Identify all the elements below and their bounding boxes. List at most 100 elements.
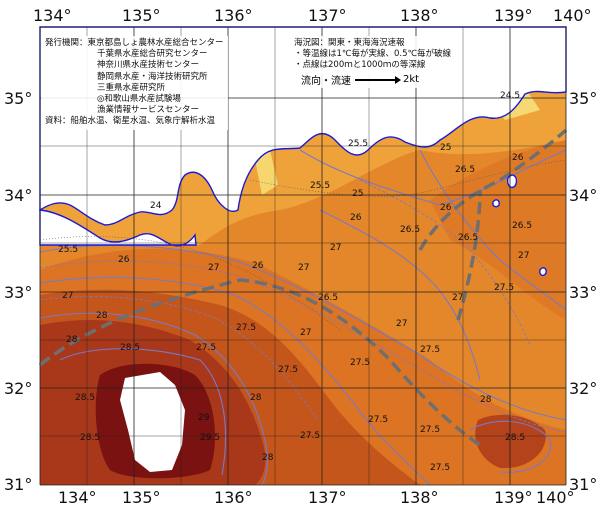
issuer-name: 静岡県水産・海洋技術研究所 [97, 71, 208, 82]
isotherm-label: 27 [396, 319, 407, 329]
source-row: 資料：船舶水温、衛星水温、気象庁解析水温 [45, 116, 224, 127]
issuer-name: 漁業情報サービスセンター [97, 105, 200, 116]
longitude-labels-bottom: 134° 135° 136° 137° 138° 139° 140° [58, 488, 575, 507]
legend-note: ・点線は200ｍと1000ｍの等深線 [294, 60, 426, 71]
issuer-name: 千葉県水産総合研究センター [97, 49, 208, 60]
isotherm-label: 26 [440, 203, 452, 213]
isotherm-label: 25 [440, 143, 451, 153]
latitude-tick: 31° [4, 475, 32, 494]
longitude-labels-top: 134° 135° 136° 137° 138° 139° 140° [33, 6, 592, 25]
isotherm-label: 29 [198, 413, 210, 423]
isotherm-label: 27.5 [430, 463, 450, 473]
isotherm-label: 27.5 [350, 358, 370, 368]
isotherm-label: 27.5 [420, 425, 440, 435]
kuroshio-axis [38, 128, 568, 447]
latitude-tick: 35° [569, 89, 597, 108]
issuer-row: 発行機関：東京都島しょ農林水産総合センター [45, 38, 224, 49]
latitude-labels-left: 35° 34° 33° 32° 31° [4, 89, 32, 494]
issuer-credits: 発行機関：東京都島しょ農林水産総合センター 千葉県水産総合研究センター 神奈川県… [41, 36, 228, 130]
isotherm-label: 26.5 [455, 165, 475, 175]
isotherm-label: 27.5 [196, 343, 216, 353]
isotherm-half-degree-lines [39, 179, 567, 433]
legend-title: 海況図：関東・東海海況速報 [294, 38, 405, 48]
isotherm-label: 28.5 [120, 343, 140, 353]
longitude-tick: 137° [308, 488, 347, 507]
isotherm-label: 25.5 [58, 245, 78, 255]
isotherm-label: 28.5 [80, 433, 100, 443]
source-label: 資料： [45, 116, 71, 127]
isotherm-label: 28 [66, 335, 78, 345]
isotherm-label: 27.5 [278, 365, 298, 375]
isotherm-label: 26.5 [318, 293, 338, 303]
latitude-tick: 34° [4, 186, 32, 205]
isotherm-value-labels: 25.5 26 27 28 28 28.5 27.5 27.5 27 26 27… [58, 85, 532, 473]
issuer-name-text: 和歌山県水産試験場 [104, 94, 181, 105]
isotherm-label: 27 [452, 293, 463, 303]
bullet-icon: ◎ [97, 94, 105, 105]
isotherm-label: 26.5 [458, 233, 478, 243]
isotherm-label: 28.5 [75, 393, 95, 403]
issuer-name: ◎和歌山県水産試験場 [45, 94, 224, 105]
temperature-zone-26 [430, 140, 566, 320]
graticule [39, 26, 567, 486]
isotherm-label: 27 [62, 291, 73, 301]
longitude-tick: 140° [553, 6, 592, 25]
latitude-tick: 33° [4, 283, 32, 302]
isotherm-label: 28 [262, 453, 274, 463]
longitude-tick: 136° [214, 488, 253, 507]
isotherm-label: 28 [250, 393, 262, 403]
isotherm-label: 28.5 [505, 433, 525, 443]
isotherm-label: 26 [350, 213, 362, 223]
longitude-tick: 139° [494, 488, 533, 507]
temperature-zone-28 [475, 414, 546, 469]
isotherm-label: 25 [352, 189, 363, 199]
graticule-minor [40, 27, 566, 485]
isotherm-label: 27 [208, 263, 219, 273]
issuer-name: 東京都島しょ農林水産総合センター [87, 38, 224, 48]
isotherm-label: 27 [330, 243, 341, 253]
isotherm-label: 27 [518, 251, 529, 261]
isotherm-label: 26.5 [400, 225, 420, 235]
flow-label: 流向・流速 [301, 76, 351, 87]
latitude-labels-right: 35° 34° 33° 32° 31° [569, 89, 597, 494]
isotherm-label: 26 [252, 261, 264, 271]
legend-note: ・等温線は1℃毎が実線、0.5℃毎が破線 [294, 49, 452, 60]
flow-scale: 流向・流速 2kt [298, 71, 423, 88]
isotherm-label: 27 [300, 328, 311, 338]
source-text: 船舶水温、衛星水温、気象庁解析水温 [70, 116, 216, 127]
issuer-label: 発行機関： [45, 38, 88, 48]
longitude-tick: 136° [214, 6, 253, 25]
longitude-tick: 134° [58, 488, 97, 507]
isotherm-label: 27.5 [494, 283, 514, 293]
latitude-tick: 31° [569, 475, 597, 494]
isotherm-label: 26 [118, 255, 130, 265]
isotherm-label: 26 [512, 153, 524, 163]
isotherm-label: 27.5 [420, 345, 440, 355]
isotherm-label: 26.5 [512, 221, 532, 231]
longitude-tick: 137° [308, 6, 347, 25]
isotherm-label: 25.5 [348, 139, 368, 149]
latitude-tick: 32° [4, 379, 32, 398]
issuer-name: 三重県水産研究所 [97, 82, 166, 93]
no-data-area [120, 372, 185, 472]
isotherm-label: 24 [150, 201, 162, 211]
issuer-name: 神奈川県水産技術センター [97, 60, 200, 71]
latitude-tick: 33° [569, 283, 597, 302]
flow-arrow-icon [355, 75, 401, 84]
latitude-tick: 35° [4, 89, 32, 108]
latitude-tick: 32° [569, 379, 597, 398]
longitude-tick: 139° [494, 6, 533, 25]
longitude-tick: 138° [400, 6, 439, 25]
map-legend: 海況図：関東・東海海況速報 ・等温線は1℃毎が実線、0.5℃毎が破線 ・点線は2… [290, 36, 452, 74]
longitude-tick: 138° [400, 488, 439, 507]
isotherm-label: 29.5 [200, 433, 220, 443]
temperature-zone-24 [255, 150, 278, 195]
latitude-tick: 34° [569, 186, 597, 205]
longitude-tick: 135° [122, 488, 161, 507]
isotherm-label: 27.5 [300, 431, 320, 441]
longitude-tick: 135° [122, 6, 161, 25]
longitude-tick: 140° [536, 488, 575, 507]
isotherm-label: 24.5 [500, 91, 520, 101]
isotherm-label: 27.5 [368, 415, 388, 425]
